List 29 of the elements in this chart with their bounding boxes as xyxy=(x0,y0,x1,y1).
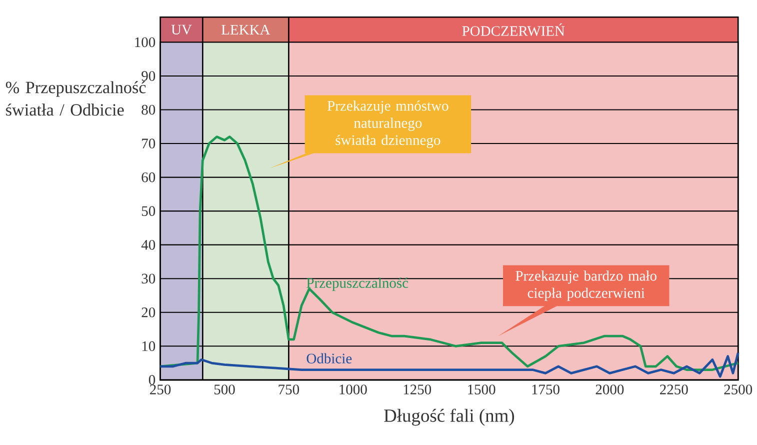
x-tick-label: 1500 xyxy=(468,384,496,394)
x-tick-label: 2250 xyxy=(660,384,688,394)
y-tick-label: 50 xyxy=(142,206,156,216)
y-tick-label: 40 xyxy=(141,240,156,250)
band-label: UV xyxy=(171,24,192,34)
y-tick-label: 20 xyxy=(142,307,156,318)
x-tick-label: 1250 xyxy=(404,384,432,394)
x-axis-title: Długość fali (nm) xyxy=(384,408,514,426)
y-tick-label: 70 xyxy=(142,138,156,148)
y-tick-label: 80 xyxy=(142,104,156,115)
y-tick-label: 100 xyxy=(135,37,156,47)
x-tick-label: 250 xyxy=(150,384,171,394)
x-tick-label: 500 xyxy=(214,384,235,394)
band-label: LEKKA xyxy=(222,24,270,34)
x-tick-label: 2000 xyxy=(596,384,624,394)
y-tick-label: 0 xyxy=(148,374,156,385)
y-tick-label: 10 xyxy=(142,341,156,351)
series-label: Odbicie xyxy=(306,353,352,364)
annotation: Przekazuje mnóstwo naturalnego światła dziennego xyxy=(328,100,448,148)
y-tick-label: 30 xyxy=(142,274,156,284)
x-tick-label: 2500 xyxy=(724,384,752,394)
annotation: Przekazuje bardzo mało ciepła podczerwieni xyxy=(516,270,656,301)
band-label: PODCZERWIEŃ xyxy=(462,23,565,36)
x-tick-label: 750 xyxy=(278,384,300,394)
y-tick-label: 60 xyxy=(142,172,156,182)
x-tick-label: 1750 xyxy=(532,384,560,394)
x-tick-label: 1000 xyxy=(340,384,367,394)
series-label: Przepuszczalność xyxy=(306,278,408,291)
y-tick-label: 90 xyxy=(142,70,156,81)
